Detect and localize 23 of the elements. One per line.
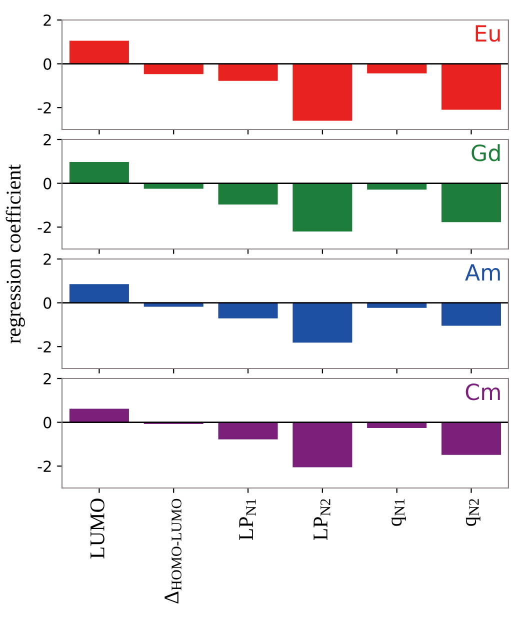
x-tick-label: LUMO bbox=[90, 498, 104, 558]
y-tick-label: 2 bbox=[44, 134, 51, 146]
y-tick-label: 0 bbox=[44, 297, 52, 309]
x-tick-label: q$_{N1}$ bbox=[391, 499, 406, 526]
x-tick-label: Δ$_{HOMO‐LUMO}$ bbox=[164, 498, 182, 604]
y-tick-label: 2 bbox=[44, 253, 51, 265]
series-label: Eu bbox=[476, 25, 500, 42]
series-label: Am bbox=[465, 264, 500, 280]
y-tick-label: -2 bbox=[38, 222, 51, 233]
y-tick-label: 0 bbox=[44, 416, 52, 428]
y-tick-label: 0 bbox=[44, 178, 52, 190]
y-tick-label: -2 bbox=[38, 460, 51, 472]
x-tick-label: LP$_{N1}$ bbox=[239, 499, 256, 540]
x-tick-label: q$_{N2}$ bbox=[466, 499, 480, 526]
y-axis-title: regression coefficient bbox=[6, 164, 25, 344]
x-tick-label: LP$_{N2}$ bbox=[314, 499, 330, 540]
series-label: Gd bbox=[472, 144, 500, 162]
y-tick-label: -2 bbox=[38, 102, 51, 114]
y-tick-label: 2 bbox=[44, 14, 51, 26]
y-tick-label: 0 bbox=[44, 58, 52, 70]
series-label: Cm bbox=[466, 383, 500, 400]
y-tick-label: -2 bbox=[38, 341, 51, 352]
y-tick-label: 2 bbox=[44, 372, 51, 384]
